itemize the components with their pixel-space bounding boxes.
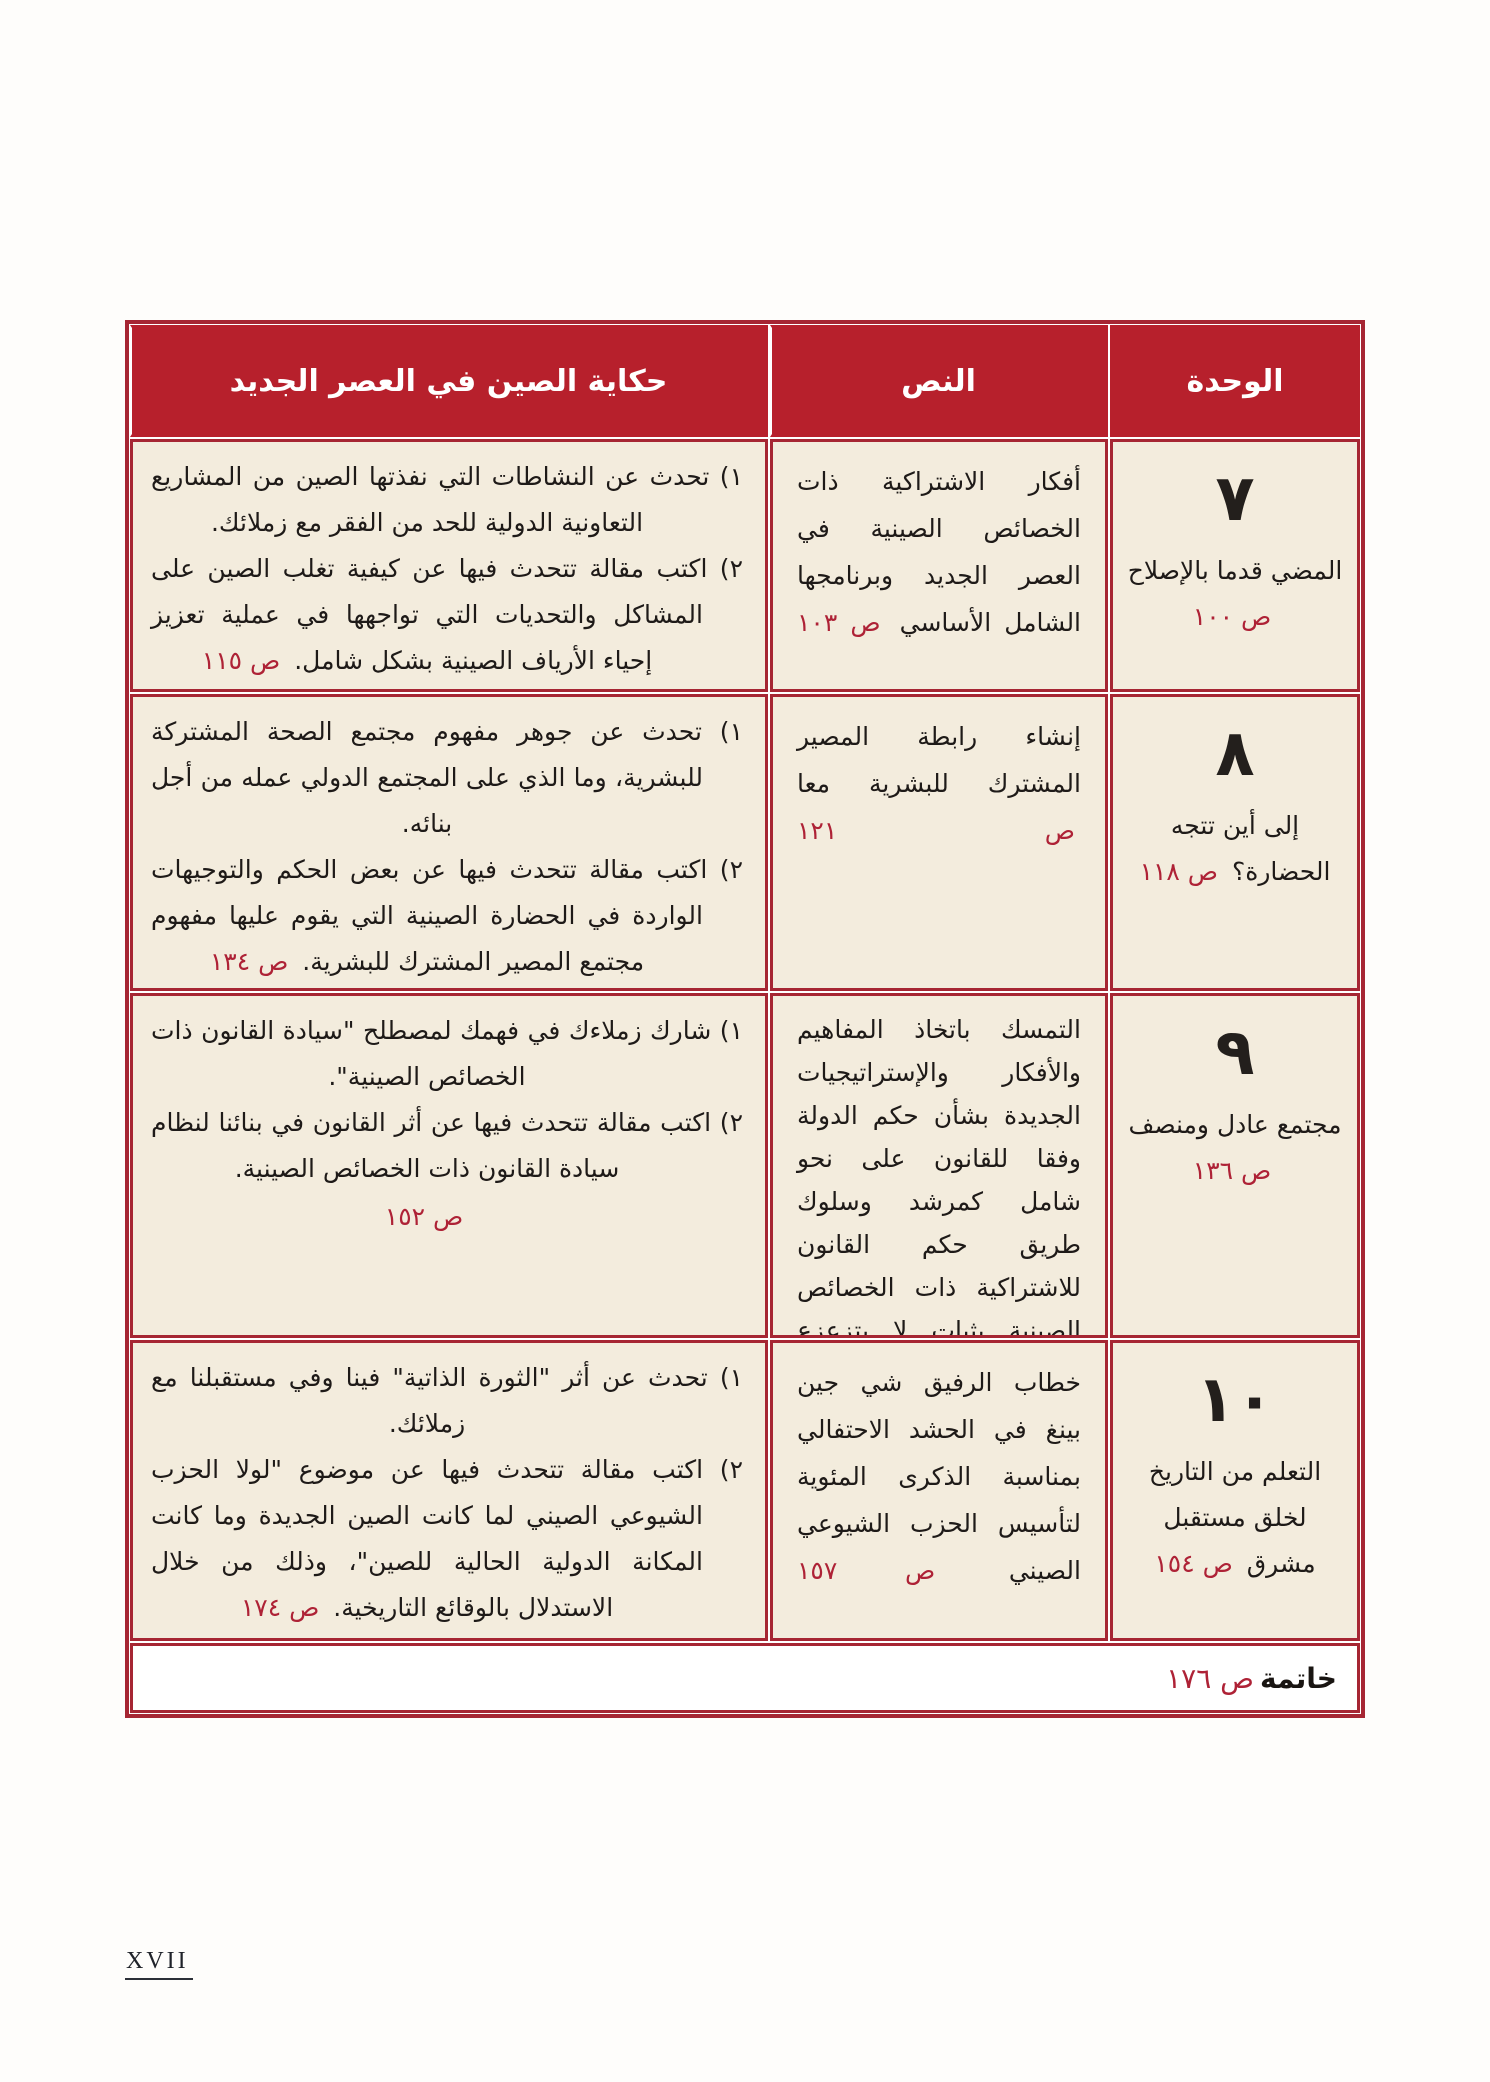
text-7-body: أفكار الاشتراكية ذات الخصائص الصينية في …	[797, 467, 1082, 637]
story-8-item-1: ١) تحدث عن جوهر مفهوم مجتمع الصحة المشتر…	[151, 709, 743, 847]
text-10-cell: خطاب الرفيق شي جين بينغ في الحشد الاحتفا…	[770, 1340, 1108, 1641]
item-marker: ٢)	[719, 1455, 743, 1484]
unit-10-cell: ١٠ التعلم من التاريخ لخلق مستقبل مشرق ص …	[1110, 1340, 1360, 1641]
item-body: اكتب مقالة تتحدث فيها عن موضوع "لولا الح…	[151, 1455, 704, 1622]
item-marker: ١)	[719, 1016, 743, 1045]
unit-7-cell: ٧ المضي قدما بالإصلاح ص ١٠٠	[1110, 439, 1360, 692]
item-body: اكتب مقالة تتحدث فيها عن بعض الحكم والتو…	[151, 855, 708, 976]
item-body: تحدث عن النشاطات التي نفذتها الصين من ال…	[151, 462, 710, 537]
story-9-item-2: ٢) اكتب مقالة تتحدث فيها عن أثر القانون …	[151, 1100, 743, 1240]
text-9-body: التمسك باتخاذ المفاهيم والأفكار والإسترا…	[797, 1015, 1081, 1338]
item-body: تحدث عن جوهر مفهوم مجتمع الصحة المشتركة …	[151, 717, 703, 838]
item-body: اكتب مقالة تتحدث فيها عن أثر القانون في …	[151, 1108, 712, 1183]
story-10-cell: ١) تحدث عن أثر "الثورة الذاتية" فينا وفي…	[130, 1340, 768, 1641]
text-8-page-ref: ص ١٢١	[797, 816, 1075, 845]
unit-10-page-ref: ص ١٥٤	[1154, 1549, 1233, 1578]
unit-10-number: ١٠	[1195, 1363, 1275, 1437]
story-10-item-2: ٢) اكتب مقالة تتحدث فيها عن موضوع "لولا …	[151, 1447, 743, 1631]
item-body: اكتب مقالة تتحدث فيها عن كيفية تغلب الصي…	[151, 554, 708, 675]
story-8-item-2: ٢) اكتب مقالة تتحدث فيها عن بعض الحكم وا…	[151, 847, 743, 985]
unit-8-page-ref: ص ١١٨	[1139, 857, 1219, 886]
item-page-ref: ص ١٥٢	[384, 1202, 464, 1231]
story-9-item-1: ١) شارك زملاءك في فهمك لمصطلح "سيادة الق…	[151, 1008, 743, 1100]
item-page-ref: ص ١٣٤	[209, 947, 289, 976]
item-marker: ٢)	[719, 1108, 743, 1137]
item-marker: ١)	[719, 1363, 744, 1392]
text-8-body: إنشاء رابطة المصير المشترك للبشرية معا	[797, 722, 1081, 798]
unit-7-title: المضي قدما بالإصلاح	[1127, 556, 1343, 585]
header-unit-column: الوحدة	[1110, 325, 1360, 437]
unit-10-title: التعلم من التاريخ لخلق مستقبل مشرق	[1148, 1457, 1322, 1578]
item-marker: ١)	[719, 717, 743, 746]
text-9-cell: التمسك باتخاذ المفاهيم والأفكار والإسترا…	[770, 993, 1108, 1338]
unit-7-page-ref: ص ١٠٠	[1192, 602, 1272, 631]
unit-8-title: إلى أين تتجه الحضارة؟	[1170, 811, 1331, 886]
unit-9-page-ref: ص ١٣٦	[1192, 1156, 1272, 1185]
story-10-item-1: ١) تحدث عن أثر "الثورة الذاتية" فينا وفي…	[151, 1355, 743, 1447]
item-page-ref: ص ١٧٤	[240, 1593, 320, 1622]
unit-8-cell: ٨ إلى أين تتجه الحضارة؟ ص ١١٨	[1110, 694, 1360, 991]
story-7-item-2: ٢) اكتب مقالة تتحدث فيها عن كيفية تغلب ا…	[151, 546, 743, 684]
story-9-cell: ١) شارك زملاءك في فهمك لمصطلح "سيادة الق…	[130, 993, 768, 1338]
conclusion-label: خاتمة	[1260, 1661, 1337, 1695]
page-number: XVII	[125, 1948, 193, 1980]
item-marker: ١)	[719, 462, 743, 491]
header-text-label: النص	[901, 363, 976, 399]
item-marker: ٢)	[719, 855, 743, 884]
item-marker: ٢)	[719, 554, 743, 583]
header-story-column: حكاية الصين في العصر الجديد	[130, 325, 768, 437]
story-7-item-1: ١) تحدث عن النشاطات التي نفذتها الصين من…	[151, 454, 743, 546]
header-text-column: النص	[770, 325, 1108, 437]
unit-8-number: ٨	[1215, 717, 1255, 791]
conclusion-row: خاتمة ص ١٧٦	[130, 1643, 1360, 1713]
text-10-body: خطاب الرفيق شي جين بينغ في الحشد الاحتفا…	[797, 1368, 1081, 1585]
item-page-ref: ص ١١٥	[201, 646, 281, 675]
unit-9-number: ٩	[1215, 1016, 1255, 1090]
text-7-cell: أفكار الاشتراكية ذات الخصائص الصينية في …	[770, 439, 1108, 692]
text-8-cell: إنشاء رابطة المصير المشترك للبشرية معا ص…	[770, 694, 1108, 991]
item-body: تحدث عن أثر "الثورة الذاتية" فينا وفي مس…	[151, 1363, 708, 1438]
conclusion-page-ref: ص ١٧٦	[1166, 1661, 1255, 1695]
story-7-cell: ١) تحدث عن النشاطات التي نفذتها الصين من…	[130, 439, 768, 692]
text-10-page-ref: ص ١٥٧	[797, 1556, 936, 1585]
unit-7-number: ٧	[1215, 462, 1255, 536]
item-body: شارك زملاءك في فهمك لمصطلح "سيادة القانو…	[151, 1016, 712, 1091]
text-7-page-ref: ص ١٠٣	[797, 608, 881, 637]
unit-9-cell: ٩ مجتمع عادل ومنصف ص ١٣٦	[1110, 993, 1360, 1338]
units-overview-table: الوحدة النص حكاية الصين في العصر الجديد …	[125, 320, 1365, 1718]
header-unit-label: الوحدة	[1186, 363, 1284, 399]
unit-9-title: مجتمع عادل ومنصف	[1128, 1110, 1342, 1139]
story-8-cell: ١) تحدث عن جوهر مفهوم مجتمع الصحة المشتر…	[130, 694, 768, 991]
header-story-label: حكاية الصين في العصر الجديد	[229, 363, 668, 399]
